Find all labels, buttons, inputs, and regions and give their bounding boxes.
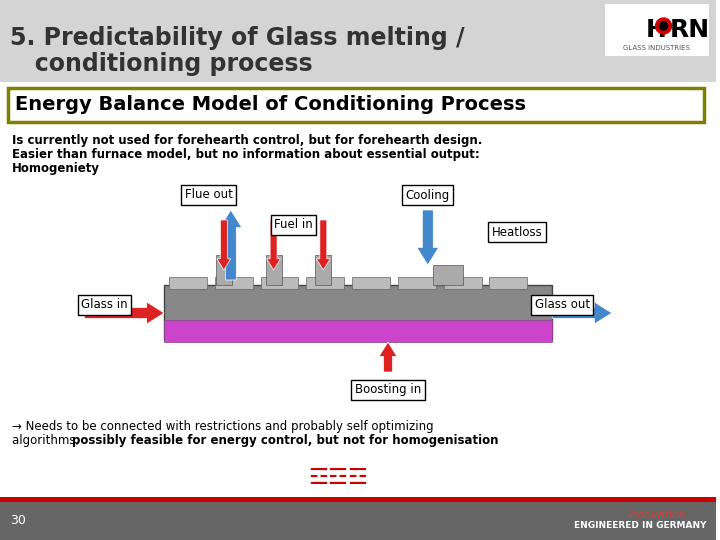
Text: Energy Balance Model of Conditioning Process: Energy Balance Model of Conditioning Pro… bbox=[15, 96, 526, 114]
Text: RN: RN bbox=[670, 18, 710, 42]
Bar bbox=[0, 497, 716, 502]
Text: Homogeniety: Homogeniety bbox=[12, 162, 100, 175]
Bar bbox=[352, 277, 390, 289]
Text: H: H bbox=[646, 18, 667, 42]
Bar bbox=[0, 0, 716, 82]
Text: Boosting in: Boosting in bbox=[355, 383, 421, 396]
Polygon shape bbox=[417, 210, 438, 265]
Bar bbox=[164, 285, 552, 340]
Bar bbox=[0, 82, 716, 497]
Polygon shape bbox=[84, 302, 164, 324]
Circle shape bbox=[660, 22, 667, 30]
Text: 5. Predictability of Glass melting /: 5. Predictability of Glass melting / bbox=[10, 26, 464, 50]
Text: → Needs to be connected with restrictions and probably self optimizing: → Needs to be connected with restriction… bbox=[12, 420, 433, 433]
Polygon shape bbox=[217, 220, 231, 270]
Bar bbox=[215, 277, 253, 289]
Polygon shape bbox=[316, 220, 330, 270]
Text: Is currently not used for forehearth control, but for forehearth design.: Is currently not used for forehearth con… bbox=[12, 134, 482, 147]
Bar bbox=[605, 4, 709, 56]
Bar bbox=[169, 277, 207, 289]
Polygon shape bbox=[220, 210, 242, 280]
Polygon shape bbox=[266, 220, 281, 270]
Text: Easier than furnace model, but no information about essential output:: Easier than furnace model, but no inform… bbox=[12, 148, 480, 161]
Bar bbox=[398, 277, 436, 289]
Bar bbox=[315, 255, 331, 285]
Text: Fuel in: Fuel in bbox=[274, 219, 313, 232]
FancyBboxPatch shape bbox=[8, 88, 704, 122]
Text: Heatloss: Heatloss bbox=[492, 226, 543, 239]
Polygon shape bbox=[552, 302, 612, 324]
Bar bbox=[444, 277, 482, 289]
Bar bbox=[433, 265, 463, 285]
Text: algorithms,: algorithms, bbox=[12, 434, 83, 447]
Text: Glass in: Glass in bbox=[81, 299, 127, 312]
Text: Flue out: Flue out bbox=[185, 188, 233, 201]
Bar bbox=[490, 277, 527, 289]
Text: Glass out: Glass out bbox=[534, 299, 590, 312]
Bar bbox=[164, 320, 552, 342]
Bar bbox=[266, 255, 282, 285]
Text: innovation: innovation bbox=[627, 510, 686, 520]
Bar bbox=[216, 255, 232, 285]
Circle shape bbox=[656, 18, 672, 34]
Polygon shape bbox=[379, 342, 397, 372]
Text: ☲☲☲: ☲☲☲ bbox=[308, 468, 368, 488]
Bar bbox=[261, 277, 299, 289]
Text: Cooling: Cooling bbox=[405, 188, 450, 201]
Text: possibly feasible for energy control, but not for homogenisation: possibly feasible for energy control, bu… bbox=[71, 434, 498, 447]
Text: conditioning process: conditioning process bbox=[10, 52, 312, 76]
Text: 30: 30 bbox=[10, 515, 26, 528]
Bar bbox=[307, 277, 344, 289]
Bar bbox=[0, 502, 716, 540]
Text: ENGINEERED IN GERMANY: ENGINEERED IN GERMANY bbox=[574, 521, 706, 530]
Text: GLASS INDUSTRIES: GLASS INDUSTRIES bbox=[624, 45, 690, 51]
